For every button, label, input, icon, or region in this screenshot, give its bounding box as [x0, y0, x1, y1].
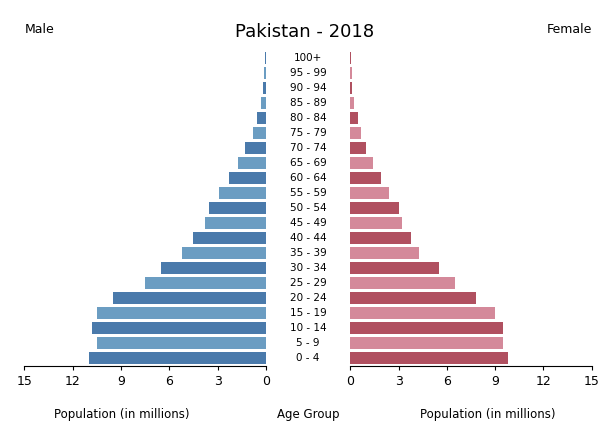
Bar — [209, 202, 266, 214]
Text: 60 - 64: 60 - 64 — [290, 173, 326, 183]
Bar — [261, 97, 266, 109]
Text: 100+: 100+ — [294, 54, 322, 63]
Text: 40 - 44: 40 - 44 — [290, 233, 326, 243]
Text: 25 - 29: 25 - 29 — [290, 278, 326, 288]
Bar — [350, 262, 439, 274]
Text: 50 - 54: 50 - 54 — [290, 203, 326, 213]
Text: Population (in millions): Population (in millions) — [54, 408, 190, 421]
Bar — [97, 337, 266, 349]
Bar — [193, 232, 266, 244]
Bar — [265, 53, 266, 65]
Text: 90 - 94: 90 - 94 — [290, 83, 326, 94]
Text: 30 - 34: 30 - 34 — [290, 263, 326, 273]
Bar — [182, 247, 266, 259]
Text: 80 - 84: 80 - 84 — [290, 113, 326, 123]
Bar — [350, 247, 420, 259]
Text: 70 - 74: 70 - 74 — [290, 143, 326, 153]
Text: 65 - 69: 65 - 69 — [290, 159, 326, 168]
Bar — [350, 217, 402, 229]
Text: 20 - 24: 20 - 24 — [290, 293, 326, 303]
Bar — [350, 232, 412, 244]
Bar — [350, 157, 373, 169]
Bar — [350, 307, 495, 319]
Text: 75 - 79: 75 - 79 — [290, 128, 326, 139]
Bar — [92, 322, 266, 334]
Text: 55 - 59: 55 - 59 — [290, 188, 326, 198]
Text: 10 - 14: 10 - 14 — [290, 323, 326, 333]
Bar — [264, 68, 266, 79]
Bar — [113, 292, 266, 304]
Bar — [350, 53, 351, 65]
Bar — [229, 172, 266, 184]
Bar — [350, 82, 352, 94]
Text: Pakistan - 2018: Pakistan - 2018 — [235, 23, 375, 41]
Bar — [350, 68, 351, 79]
Text: 0 - 4: 0 - 4 — [296, 353, 320, 363]
Bar — [253, 128, 266, 139]
Bar — [350, 277, 455, 289]
Text: 35 - 39: 35 - 39 — [290, 248, 326, 258]
Bar — [350, 128, 361, 139]
Bar — [350, 337, 503, 349]
Bar — [264, 82, 266, 94]
Bar — [219, 187, 266, 199]
Bar — [145, 277, 266, 289]
Bar — [97, 307, 266, 319]
Bar — [257, 112, 266, 125]
Text: 15 - 19: 15 - 19 — [290, 308, 326, 318]
Bar — [350, 187, 389, 199]
Text: Age Group: Age Group — [277, 408, 339, 421]
Text: 45 - 49: 45 - 49 — [290, 218, 326, 228]
Bar — [350, 202, 398, 214]
Bar — [350, 292, 476, 304]
Bar — [350, 112, 357, 125]
Bar — [350, 322, 503, 334]
Bar — [350, 142, 367, 154]
Text: Female: Female — [547, 23, 592, 37]
Bar — [350, 172, 381, 184]
Text: Male: Male — [24, 23, 54, 37]
Bar — [89, 352, 266, 364]
Text: 5 - 9: 5 - 9 — [296, 338, 320, 348]
Bar — [350, 97, 354, 109]
Text: 95 - 99: 95 - 99 — [290, 68, 326, 79]
Bar — [239, 157, 266, 169]
Bar — [245, 142, 266, 154]
Bar — [350, 352, 508, 364]
Text: Population (in millions): Population (in millions) — [420, 408, 556, 421]
Text: 85 - 89: 85 - 89 — [290, 99, 326, 108]
Bar — [161, 262, 266, 274]
Bar — [204, 217, 266, 229]
